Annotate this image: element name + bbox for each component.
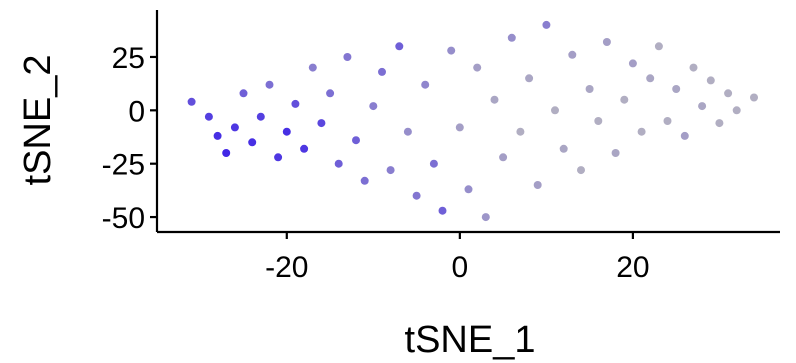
- data-point: [352, 136, 360, 145]
- data-point: [568, 50, 577, 59]
- data-point: [464, 185, 473, 194]
- data-point: [317, 119, 326, 128]
- data-point: [654, 42, 663, 51]
- y-tick-label: 0: [128, 95, 145, 128]
- data-point: [213, 131, 222, 140]
- data-point: [499, 153, 508, 162]
- data-point: [750, 93, 758, 102]
- data-point: [291, 99, 300, 108]
- data-point: [395, 42, 404, 51]
- data-point: [611, 149, 620, 157]
- data-point: [187, 97, 196, 106]
- y-tick-label: -25: [102, 149, 145, 182]
- x-tick-label: 20: [616, 251, 649, 284]
- data-point: [507, 33, 516, 42]
- data-point: [672, 85, 681, 93]
- data-point: [715, 119, 724, 128]
- data-point: [516, 127, 525, 136]
- x-axis-title: tSNE_1: [405, 319, 536, 361]
- data-point: [689, 63, 698, 72]
- data-point: [204, 112, 213, 121]
- y-tick-label: 25: [112, 42, 145, 75]
- data-point: [326, 89, 335, 98]
- data-point: [403, 127, 412, 136]
- data-point: [602, 38, 611, 46]
- y-axis-ticks: 25 0 -25 -50: [102, 42, 157, 235]
- data-point: [628, 59, 637, 68]
- x-tick-label: -20: [265, 251, 308, 284]
- data-point: [706, 76, 715, 85]
- data-point: [265, 80, 274, 89]
- data-point: [542, 20, 551, 29]
- data-point: [732, 106, 741, 115]
- data-point: [412, 191, 421, 200]
- data-point: [282, 127, 291, 136]
- data-point: [308, 63, 317, 72]
- data-point: [551, 106, 559, 115]
- data-point: [533, 181, 542, 189]
- data-point: [378, 67, 386, 76]
- data-point: [447, 46, 456, 55]
- data-point: [646, 74, 655, 83]
- data-point: [248, 138, 257, 147]
- data-point: [369, 102, 378, 111]
- data-point: [386, 166, 395, 175]
- data-point: [222, 149, 231, 157]
- x-tick-label: 0: [452, 251, 469, 284]
- data-point: [577, 166, 585, 175]
- data-point: [481, 213, 490, 222]
- data-point: [698, 102, 707, 111]
- data-point: [559, 144, 568, 153]
- y-tick-label: -50: [102, 202, 145, 235]
- scatter-points: [187, 20, 758, 222]
- data-point: [455, 123, 464, 132]
- data-point: [300, 144, 309, 153]
- data-point: [585, 85, 594, 93]
- data-point: [239, 89, 248, 98]
- data-point: [421, 80, 430, 89]
- data-point: [438, 206, 447, 215]
- data-point: [620, 95, 629, 104]
- data-point: [525, 74, 534, 83]
- data-point: [360, 176, 369, 185]
- data-point: [473, 63, 482, 72]
- x-axis-ticks: -20 0 20: [265, 232, 650, 284]
- data-point: [680, 131, 689, 140]
- data-point: [274, 153, 283, 162]
- y-axis-title: tSNE_2: [17, 55, 59, 186]
- data-point: [663, 117, 672, 125]
- data-point: [637, 127, 646, 136]
- data-point: [594, 117, 603, 125]
- data-point: [343, 53, 352, 61]
- data-point: [230, 123, 239, 132]
- data-point: [429, 159, 438, 168]
- data-point: [256, 112, 265, 121]
- data-point: [334, 159, 343, 168]
- data-point: [724, 89, 733, 98]
- data-point: [490, 95, 499, 104]
